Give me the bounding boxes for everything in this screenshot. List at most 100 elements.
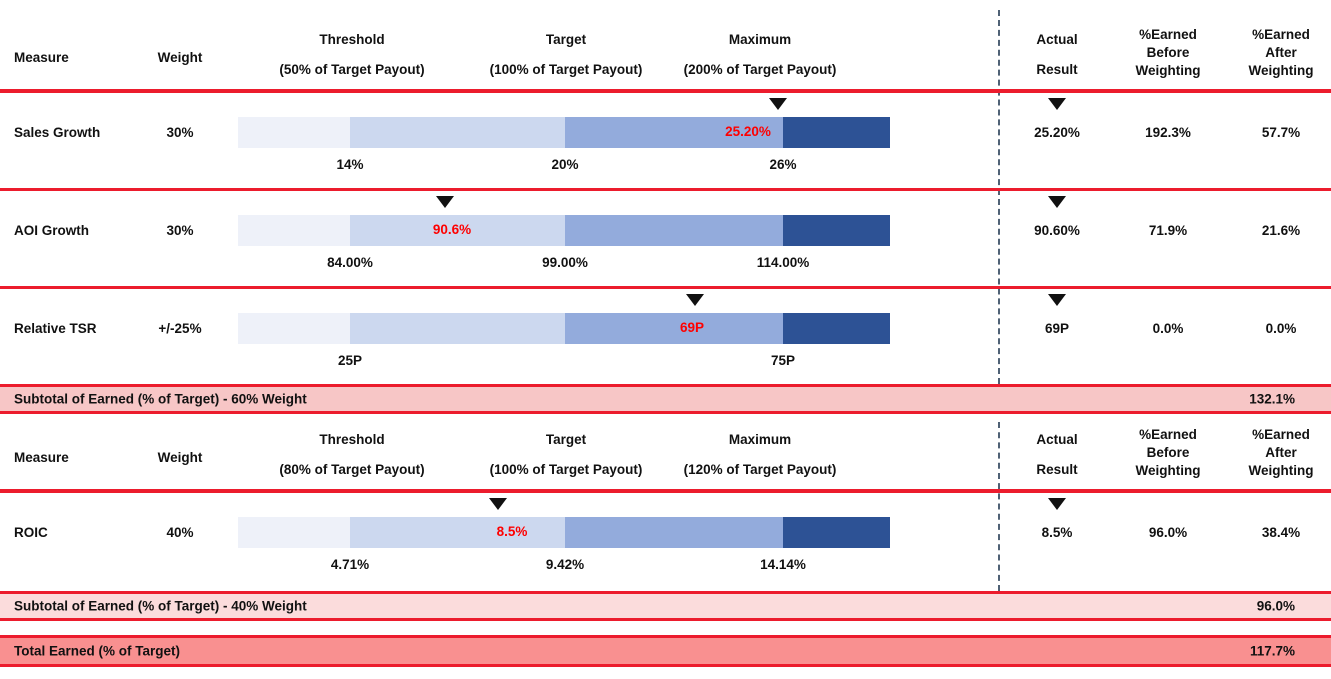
measure-name: Relative TSR <box>14 321 97 336</box>
actual-result-value: 90.60% <box>1034 223 1080 238</box>
header-row-1: Measure Weight Threshold (50% of Target … <box>0 0 1331 93</box>
col-header-actual-1: Actual <box>1036 432 1078 447</box>
tick-maximum: 114.00% <box>756 255 810 270</box>
col-header-actual-2: Result <box>1036 62 1078 77</box>
col-header-before-weighting: %Earned Before Weighting <box>1135 427 1201 478</box>
tick-target: 20% <box>551 157 579 172</box>
segment-above-maximum <box>783 313 890 344</box>
col-header-measure: Measure <box>14 50 69 65</box>
payout-scale-bar <box>238 215 890 246</box>
tick-maximum: 14.14% <box>760 557 806 572</box>
actual-marker-icon <box>769 98 787 110</box>
segment-pre-threshold <box>238 117 350 148</box>
col-header-target-sub: (100% of Target Payout) <box>489 62 643 77</box>
segment-target-maximum <box>565 215 783 246</box>
segment-threshold-target <box>350 215 565 246</box>
col-header-target: Target <box>545 32 587 47</box>
bar-actual-label: 8.5% <box>496 524 528 539</box>
earned-after-weighting-value: 21.6% <box>1261 223 1301 238</box>
measure-weight: 40% <box>166 525 194 540</box>
col-header-threshold: Threshold <box>319 32 385 47</box>
col-header-threshold-sub: (80% of Target Payout) <box>279 462 425 477</box>
actual-marker-icon <box>686 294 704 306</box>
subtotal-60-label: Subtotal of Earned (% of Target) - 60% W… <box>14 391 307 407</box>
actual-result-marker-icon <box>1048 98 1066 110</box>
payout-scale-bar <box>238 313 890 344</box>
col-header-after-weighting: %Earned After Weighting <box>1248 427 1314 478</box>
col-header-maximum: Maximum <box>728 432 792 447</box>
subtotal-60-value: 132.1% <box>1249 391 1295 407</box>
segment-target-maximum <box>565 313 783 344</box>
bar-actual-label: 69P <box>679 320 705 335</box>
tick-target: 99.00% <box>542 255 588 270</box>
section-40-weight: Measure Weight Threshold (80% of Target … <box>0 414 1331 591</box>
total-label: Total Earned (% of Target) <box>14 643 181 659</box>
bar-actual-label: 25.20% <box>725 124 771 139</box>
measure-name: AOI Growth <box>14 223 89 238</box>
payout-scale-bar <box>238 117 890 148</box>
measure-row-roic: ROIC 40% 8.5% 4.71% 9.42% 14.14% 8.5% 96… <box>0 493 1331 591</box>
segment-above-maximum <box>783 117 890 148</box>
earned-after-weighting-value: 57.7% <box>1261 125 1301 140</box>
tick-threshold: 14% <box>336 157 364 172</box>
measure-name: ROIC <box>14 525 48 540</box>
col-header-threshold: Threshold <box>319 432 385 447</box>
actual-result-marker-icon <box>1048 196 1066 208</box>
subtotal-40-value: 96.0% <box>1256 598 1295 614</box>
col-header-actual-1: Actual <box>1036 32 1078 47</box>
actual-result-value: 69P <box>1044 321 1070 336</box>
tick-maximum: 26% <box>769 157 797 172</box>
segment-above-maximum <box>783 215 890 246</box>
segment-pre-threshold <box>238 313 350 344</box>
earned-after-weighting-value: 38.4% <box>1261 525 1301 540</box>
tick-threshold: 4.71% <box>330 557 370 572</box>
measure-row-relative-tsr: Relative TSR +/-25% 69P 25P 75P 69P 0.0%… <box>0 289 1331 384</box>
col-header-target-sub: (100% of Target Payout) <box>489 462 643 477</box>
segment-threshold-target <box>350 117 565 148</box>
earned-before-weighting-value: 192.3% <box>1145 125 1191 140</box>
segment-pre-threshold <box>238 517 350 548</box>
segment-pre-threshold <box>238 215 350 246</box>
tick-maximum: 75P <box>770 353 796 368</box>
col-header-maximum: Maximum <box>728 32 792 47</box>
col-header-measure: Measure <box>14 450 69 465</box>
actual-marker-icon <box>436 196 454 208</box>
earned-before-weighting-value: 96.0% <box>1148 525 1188 540</box>
earned-before-weighting-value: 0.0% <box>1152 321 1184 336</box>
section-60-weight: Measure Weight Threshold (50% of Target … <box>0 0 1331 384</box>
measure-weight: +/-25% <box>158 321 202 336</box>
earned-before-weighting-value: 71.9% <box>1148 223 1188 238</box>
segment-target-maximum <box>565 117 783 148</box>
payout-scale-bar <box>238 517 890 548</box>
subtotal-60-band: Subtotal of Earned (% of Target) - 60% W… <box>0 384 1331 414</box>
tick-target: 9.42% <box>545 557 585 572</box>
col-header-target: Target <box>545 432 587 447</box>
total-value: 117.7% <box>1249 643 1295 659</box>
actual-marker-icon <box>489 498 507 510</box>
col-header-threshold-sub: (50% of Target Payout) <box>279 62 425 77</box>
col-header-actual-2: Result <box>1036 462 1078 477</box>
bar-actual-label: 90.6% <box>432 222 472 237</box>
header-row-2: Measure Weight Threshold (80% of Target … <box>0 414 1331 493</box>
segment-target-maximum <box>565 517 783 548</box>
col-header-after-weighting: %Earned After Weighting <box>1248 27 1314 78</box>
measure-row-sales-growth: Sales Growth 30% 25.20% 14% 20% 26% 25.2… <box>0 93 1331 191</box>
tick-threshold: 25P <box>337 353 363 368</box>
col-header-before-weighting: %Earned Before Weighting <box>1135 27 1201 78</box>
col-header-weight: Weight <box>157 50 203 65</box>
col-header-maximum-sub: (200% of Target Payout) <box>683 62 837 77</box>
col-header-weight: Weight <box>157 450 203 465</box>
total-band: Total Earned (% of Target) 117.7% <box>0 635 1331 667</box>
actual-column-divider <box>998 10 1000 384</box>
measure-weight: 30% <box>166 125 194 140</box>
measure-row-aoi-growth: AOI Growth 30% 90.6% 84.00% 99.00% 114.0… <box>0 191 1331 289</box>
measure-name: Sales Growth <box>14 125 101 140</box>
actual-result-marker-icon <box>1048 294 1066 306</box>
measure-weight: 30% <box>166 223 194 238</box>
segment-above-maximum <box>783 517 890 548</box>
actual-result-value: 25.20% <box>1034 125 1080 140</box>
actual-result-value: 8.5% <box>1041 525 1073 540</box>
subtotal-40-band: Subtotal of Earned (% of Target) - 40% W… <box>0 591 1331 621</box>
actual-column-divider <box>998 422 1000 591</box>
